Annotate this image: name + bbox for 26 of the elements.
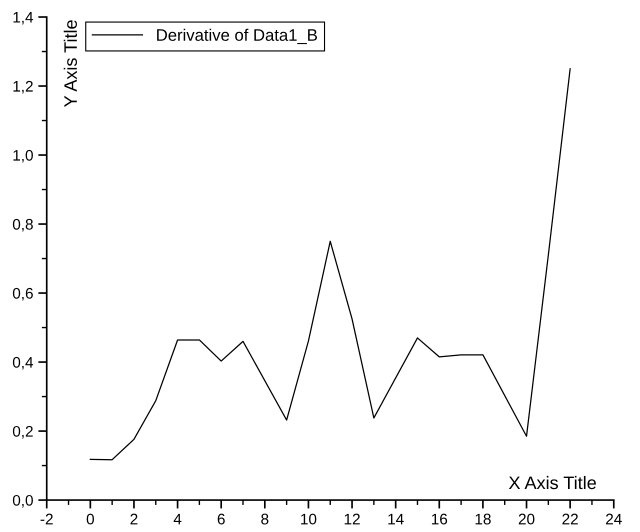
y-tick-label: 1,4: [13, 12, 34, 25]
y-tick-label: 1,0: [13, 150, 33, 163]
legend-label: Derivative of Data1_B: [157, 28, 317, 44]
line-series: [90, 68, 571, 460]
x-tick-label: 0: [86, 514, 94, 524]
x-tick-label: 2: [130, 514, 138, 524]
y-tick-label: 0,8: [12, 218, 33, 232]
x-tick-label: -2: [40, 514, 53, 524]
x-tick-label: 14: [388, 514, 404, 524]
x-tick-label: 24: [606, 514, 622, 524]
y-tick-label: 0,6: [12, 288, 33, 301]
x-tick-label: 8: [261, 514, 268, 524]
x-tick-label: 4: [174, 514, 182, 524]
x-tick-label: 16: [432, 514, 448, 524]
x-tick-label: 12: [344, 514, 360, 524]
y-tick-label: 0,0: [12, 494, 33, 508]
x-tick-label: 18: [476, 514, 491, 524]
y-tick-label: 0,2: [12, 426, 33, 439]
y-axis-title: Y Axis Title: [64, 20, 77, 108]
x-axis-title: X Axis Title: [508, 476, 596, 490]
y-tick-label: 1,2: [13, 80, 33, 94]
y-tick-label: 0,4: [12, 356, 34, 370]
x-tick-label: 10: [301, 514, 316, 524]
x-tick-label: 22: [562, 514, 578, 524]
x-tick-label: 20: [518, 514, 534, 524]
x-tick-label: 6: [218, 514, 225, 524]
